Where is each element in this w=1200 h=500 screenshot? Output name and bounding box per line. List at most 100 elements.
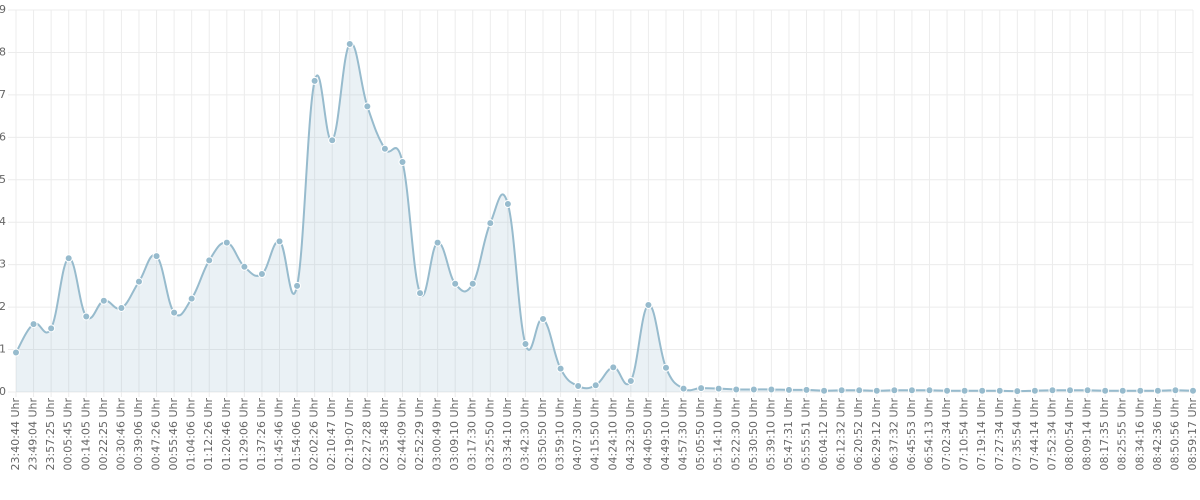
x-tick-label: 04:49:10 Uhr [659,398,672,471]
x-tick-label: 03:17:30 Uhr [466,398,479,471]
x-tick-label: 04:57:30 Uhr [677,398,690,471]
x-tick-label: 05:05:50 Uhr [694,398,707,471]
x-tick-label: 05:39:10 Uhr [764,398,777,471]
x-tick-label: 02:27:28 Uhr [360,398,373,471]
x-tick-label: 00:22:25 Uhr [97,398,110,471]
x-tick-label: 00:05:45 Uhr [62,398,75,471]
x-tick-label: 01:54:06 Uhr [290,398,303,471]
x-tick-label: 03:25:50 Uhr [483,398,496,471]
point [1048,386,1057,395]
y-tick-label: 7 [0,88,6,101]
point [380,144,389,153]
x-tick-label: 08:50:56 Uhr [1168,398,1181,471]
x-tick-label: 08:59:17 Uhr [1186,398,1199,471]
x-tick-label: 07:27:34 Uhr [993,398,1006,471]
point [398,157,407,166]
point [1101,386,1110,395]
x-tick-label: 04:07:30 Uhr [571,398,584,471]
x-tick-label: 08:34:16 Uhr [1133,398,1146,471]
x-tick-label: 01:12:26 Uhr [202,398,215,471]
point [855,386,864,395]
x-tick-label: 03:09:10 Uhr [448,398,461,471]
x-tick-label: 06:04:12 Uhr [817,398,830,471]
point [1030,386,1039,395]
x-tick-label: 07:02:34 Uhr [940,398,953,471]
point [1189,386,1197,395]
point [749,385,758,394]
x-tick-label: 05:22:30 Uhr [729,398,742,471]
point [609,363,618,372]
point [64,254,73,263]
point [784,385,793,394]
point [626,376,635,385]
x-tick-label: 06:12:32 Uhr [835,398,848,471]
point [539,314,548,323]
point [486,219,495,228]
point [82,312,91,321]
point [907,386,916,395]
point [714,384,723,393]
point [679,384,688,393]
point [995,386,1004,395]
point [1153,386,1162,395]
point [170,308,179,317]
x-tick-label: 05:47:31 Uhr [782,398,795,471]
x-tick-label: 02:10:47 Uhr [325,398,338,471]
x-tick-label: 04:40:50 Uhr [641,398,654,471]
point [837,386,846,395]
point [591,381,600,390]
y-tick-label: 4 [0,215,6,228]
point [1171,386,1180,395]
x-tick-label: 06:29:12 Uhr [870,398,883,471]
x-tick-label: 07:44:14 Uhr [1028,398,1041,471]
point [222,238,231,247]
x-tick-label: 01:20:46 Uhr [220,398,233,471]
point [240,262,249,271]
x-tick-label: 07:52:34 Uhr [1045,398,1058,471]
point [943,386,952,395]
point [767,385,776,394]
area [16,43,1193,393]
y-tick-label: 3 [0,258,6,271]
point [328,136,337,145]
point [697,384,706,393]
point [978,386,987,395]
x-tick-label: 01:29:06 Uhr [237,398,250,471]
point [1083,386,1092,395]
x-tick-label: 05:30:50 Uhr [747,398,760,471]
x-tick-label: 00:47:26 Uhr [150,398,163,471]
point [521,340,530,349]
point [890,386,899,395]
point [644,300,653,309]
x-tick-label: 02:02:26 Uhr [308,398,321,471]
point [1013,387,1022,396]
y-tick-label: 1 [0,343,6,356]
point [345,39,354,48]
x-tick-label: 04:15:50 Uhr [589,398,602,471]
point [416,289,425,298]
point [99,296,108,305]
x-tick-label: 03:59:10 Uhr [554,398,567,471]
point [257,270,266,279]
x-tick-label: 00:39:06 Uhr [132,398,145,471]
point [152,252,161,261]
x-tick-label: 02:44:09 Uhr [395,398,408,471]
y-tick-label: 2 [0,300,6,313]
point [310,76,319,85]
point [802,385,811,394]
x-tick-label: 07:19:14 Uhr [975,398,988,471]
x-tick-label: 23:57:25 Uhr [44,398,57,471]
x-tick-label: 05:55:51 Uhr [800,398,813,471]
y-tick-label: 8 [0,45,6,58]
y-tick-label: 6 [0,130,6,143]
x-tick-label: 06:20:52 Uhr [852,398,865,471]
point [468,279,477,288]
y-tick-label: 5 [0,173,6,186]
x-tick-label: 02:52:29 Uhr [413,398,426,471]
x-tick-label: 08:09:14 Uhr [1081,398,1094,471]
x-tick-label: 02:35:48 Uhr [378,398,391,471]
point [187,294,196,303]
x-tick-label: 00:55:46 Uhr [167,398,180,471]
x-tick-label: 08:17:35 Uhr [1098,398,1111,471]
x-tick-label: 07:10:54 Uhr [958,398,971,471]
